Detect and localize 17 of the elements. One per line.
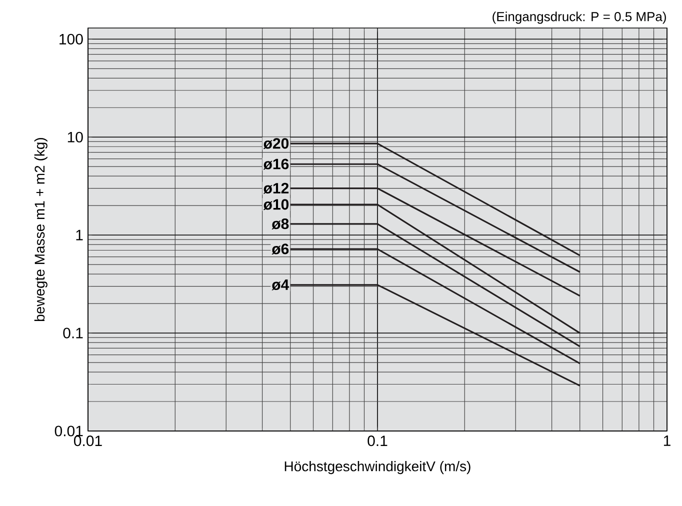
series-label: ø6 [272, 244, 289, 254]
y-tick-label: 0.1 [63, 328, 83, 338]
series-label: ø8 [272, 218, 289, 230]
y-axis-title: bewegte Masse m1 + m2 (kg) [34, 138, 48, 321]
x-tick-label: 0.1 [368, 436, 388, 446]
text: (Eingangsdruck: P = 0.5 MPa) [492, 12, 666, 24]
series-label: ø12 [263, 182, 289, 194]
y-tick-label: 10 [68, 132, 83, 142]
series-label: ø4 [272, 280, 290, 290]
series-label: ø16 [263, 158, 289, 170]
x-tick-label: 1 [664, 436, 670, 446]
y-tick-label: 1 [76, 230, 83, 240]
x-axis-title: HöchstgeschwindigkeitV (m/s) [284, 461, 470, 474]
series-label: ø10 [263, 199, 289, 210]
y-tick-label: 100 [60, 34, 83, 44]
series-label: ø20 [263, 138, 289, 149]
y-tick-label: 0.01 [54, 426, 83, 436]
